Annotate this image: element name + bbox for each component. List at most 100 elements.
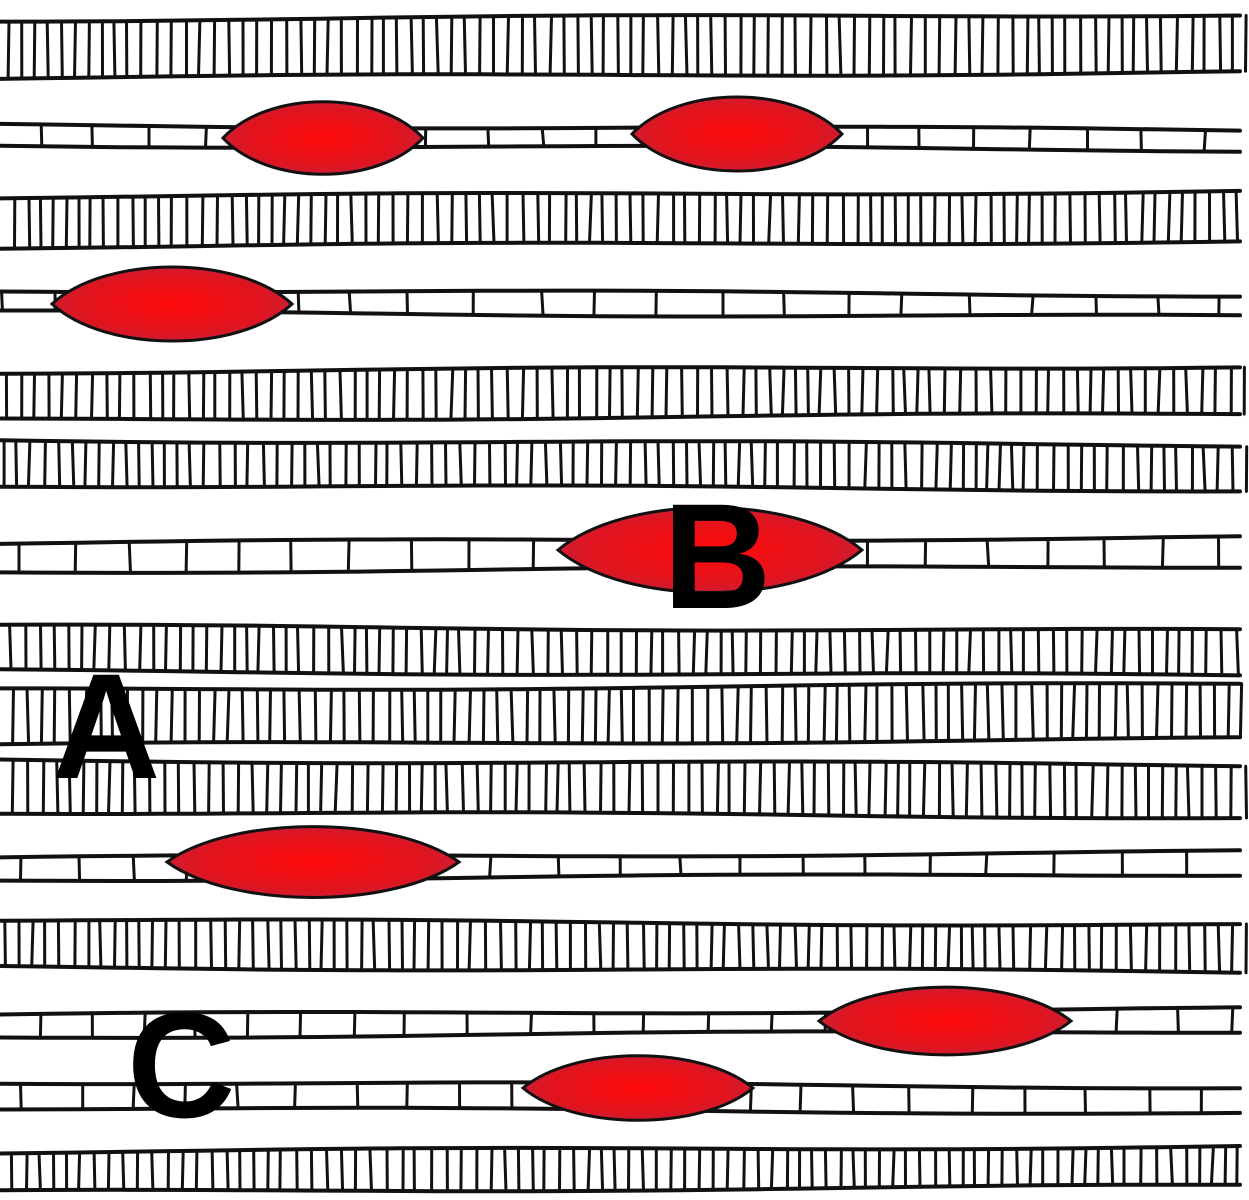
sarcomere-line [637, 367, 638, 417]
sarcomere-line [853, 1086, 854, 1113]
sarcomere-line [335, 763, 337, 813]
sarcomere-line [407, 193, 408, 243]
sarcomere-line [550, 16, 551, 75]
sarcomere-line [894, 925, 895, 968]
sarcomere-line [152, 442, 153, 487]
sarcomere-line [1035, 763, 1036, 818]
sarcomere-line [194, 762, 195, 814]
sarcomere-line [252, 763, 253, 814]
sarcomere-line [727, 1149, 728, 1190]
sarcomere-line [373, 920, 375, 971]
sarcomere-line [981, 763, 982, 818]
sarcomere-line [113, 442, 114, 487]
sarcomere-line [1085, 1148, 1086, 1185]
sarcomere-line [483, 690, 484, 743]
sarcomere-line [8, 22, 9, 79]
sarcomere-line [298, 292, 299, 313]
sarcomere-line [770, 368, 772, 416]
sarcomere-line [629, 762, 630, 813]
sarcomere-line [227, 689, 229, 742]
sarcomere-line [1116, 1009, 1117, 1033]
sarcomere-line [1050, 764, 1051, 818]
sarcomere-line [479, 193, 480, 243]
sarcomere-line [232, 195, 233, 246]
sarcomere-line [1048, 369, 1049, 414]
sarcomere-line [1038, 629, 1039, 673]
sarcomere-line [1108, 16, 1109, 73]
sarcomere-line [309, 920, 310, 970]
sarcomere-line [621, 688, 622, 743]
sarcomere-line [1204, 130, 1205, 152]
sarcomere-line [34, 374, 35, 419]
sarcomere-line [824, 685, 825, 742]
sarcomere-line [727, 367, 728, 416]
sarcomere-line [1115, 683, 1116, 738]
strip-1 [0, 15, 1246, 79]
sarcomere-line [599, 922, 601, 970]
sarcomere-line [214, 20, 215, 76]
sarcomere-line [533, 1148, 534, 1191]
sarcomere-line [459, 629, 460, 675]
sarcomere-line [1032, 683, 1034, 739]
sarcomere-line [1171, 1147, 1173, 1185]
sarcomere-line [206, 625, 207, 672]
sarcomere-line [300, 1012, 301, 1037]
sarcomere-line [434, 628, 436, 674]
sarcomere-line [182, 1151, 183, 1190]
sarcomere-line [298, 626, 299, 673]
sarcomere-line [582, 689, 583, 744]
sarcomere-line [1077, 369, 1078, 414]
sarcomere-line [1127, 683, 1128, 738]
sarcomere-line [211, 920, 212, 969]
sarcomere-line [256, 371, 257, 419]
sarcomere-line [1138, 446, 1139, 492]
sarcomere-line [819, 368, 821, 415]
sarcomere-line [315, 690, 316, 742]
sarcomere-line [869, 16, 870, 76]
sarcomere-line [284, 194, 285, 244]
strip-3 [0, 191, 1240, 249]
sarcomere-line [1179, 629, 1180, 675]
sarcomere-line [1011, 629, 1012, 673]
sarcomere-line [816, 630, 817, 673]
sarcomere-line [465, 368, 466, 419]
sarcomere-line [436, 17, 438, 74]
sarcomere-line [206, 127, 207, 148]
sarcomere-line [944, 368, 945, 413]
sarcomere-line [771, 1013, 772, 1031]
sarcomere-line [416, 443, 417, 486]
sarcomere-line [774, 762, 775, 815]
label-c: C [127, 981, 235, 1149]
strip-12-bottom-edge [0, 966, 1240, 973]
sarcomere-line [557, 763, 558, 813]
sarcomere-line [836, 685, 837, 743]
sarcomere-line [1187, 766, 1189, 819]
sarcomere-line [682, 367, 683, 417]
sarcomere-line [854, 16, 855, 76]
sarcomere-line [542, 128, 544, 146]
sarcomere-line [591, 15, 592, 74]
sarcomere-line [862, 368, 863, 414]
sarcomere-line [242, 372, 243, 420]
sarcomere-line [643, 15, 644, 75]
sarcomere-line [414, 920, 415, 970]
sarcomere-line [469, 690, 470, 743]
sarcomere-line [40, 198, 41, 248]
sarcomere-line [1053, 629, 1054, 673]
sarcomere-line [366, 627, 367, 674]
sarcomere-line [407, 1083, 408, 1108]
sarcomere-line [406, 628, 407, 674]
sarcomere-line [577, 630, 578, 675]
sarcomere-line [531, 442, 532, 486]
sarcomere-line [969, 16, 970, 75]
sarcomere-line [268, 1150, 269, 1191]
strip-5 [0, 367, 1244, 420]
sarcomere-line [79, 856, 80, 881]
sarcomere-line [952, 762, 953, 817]
sarcomere-line [680, 856, 681, 875]
sarcomere-line [47, 22, 48, 79]
sarcomere-line [739, 924, 740, 969]
sarcomere-line [27, 688, 29, 743]
sarcomere-line [225, 920, 226, 970]
